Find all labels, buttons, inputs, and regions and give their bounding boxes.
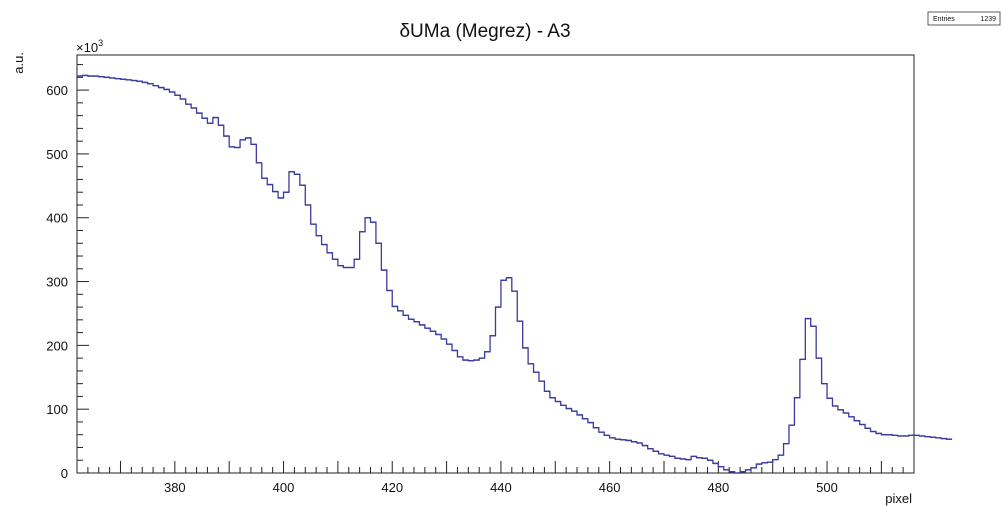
x-tick-label: 440 [490,480,512,495]
y-exponent-base: ×10 [76,40,98,55]
x-axis-label: pixel [885,491,912,506]
y-axis-label: a.u. [11,52,26,74]
stats-entries-value: 1239 [980,16,996,23]
chart-title: δUMa (Megrez) - A3 [399,21,570,42]
x-tick-label: 380 [164,480,186,495]
stats-box: Entries 1239 [927,11,1001,26]
y-tick-label: 500 [46,147,68,162]
stats-box-frame [927,11,1001,26]
x-axis-ticks: 380 400 420 440 460 480 500 [76,461,915,495]
x-tick-label: 400 [273,480,295,495]
plot-frame [76,54,915,474]
y-tick-label: 600 [46,83,68,98]
x-tick-label: 500 [816,480,838,495]
x-tick-label: 480 [707,480,729,495]
y-tick-label: 400 [46,211,68,226]
y-axis-exponent: ×103 [76,38,103,55]
y-axis-ticks: 0 100 200 300 400 500 600 [46,64,89,481]
y-tick-label: 0 [61,466,68,481]
x-tick-label: 460 [599,480,621,495]
histogram-bins [77,74,953,474]
y-tick-label: 100 [46,402,68,417]
y-exponent-power: 3 [98,38,103,48]
stats-entries-label: Entries [933,16,955,23]
y-tick-label: 200 [46,338,68,353]
y-tick-label: 300 [46,275,68,290]
x-tick-label: 420 [381,480,403,495]
histogram-series-line [77,74,953,474]
